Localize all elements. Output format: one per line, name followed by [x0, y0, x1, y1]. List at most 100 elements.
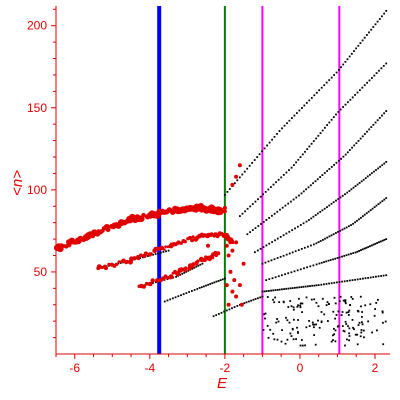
data-point [312, 215, 315, 218]
data-point [377, 275, 380, 278]
data-point [117, 260, 121, 264]
data-point [365, 246, 368, 249]
data-point [281, 206, 284, 209]
data-point [360, 216, 362, 219]
data-point [358, 321, 361, 324]
data-point [304, 150, 306, 153]
data-point [218, 313, 220, 315]
data-point [198, 287, 201, 289]
data-point [298, 109, 301, 112]
data-point [139, 257, 141, 259]
data-point [234, 174, 239, 179]
data-point [279, 256, 282, 258]
data-point [377, 203, 380, 205]
data-point [221, 278, 224, 281]
data-point [341, 255, 343, 258]
data-point [191, 290, 193, 292]
data-point [185, 270, 188, 273]
data-point [234, 294, 239, 299]
data-point [350, 188, 353, 191]
data-point [360, 249, 362, 251]
data-point [295, 338, 297, 340]
data-point [347, 311, 350, 313]
data-point [319, 211, 322, 213]
data-point [187, 269, 190, 272]
data-point [303, 267, 305, 270]
data-point [159, 251, 162, 254]
data-point [351, 319, 354, 321]
data-point [188, 291, 190, 293]
data-point [274, 289, 277, 291]
data-point [371, 77, 373, 79]
data-point [344, 103, 347, 106]
data-point [262, 221, 265, 223]
data-point [337, 111, 340, 113]
data-point [317, 134, 320, 137]
data-point [251, 162, 254, 164]
data-point [359, 295, 362, 298]
data-point [268, 141, 271, 144]
data-point [276, 257, 279, 259]
data-point [264, 317, 266, 320]
data-point [266, 144, 268, 147]
data-point [369, 245, 371, 248]
data-point [335, 314, 338, 316]
data-point [381, 15, 383, 18]
data-point [348, 339, 350, 342]
data-point [315, 137, 317, 140]
data-point [267, 188, 270, 191]
data-point [268, 217, 270, 219]
data-point [239, 215, 241, 217]
data-point [274, 276, 277, 279]
data-point [333, 74, 335, 76]
data-point [328, 282, 330, 285]
data-point [384, 320, 387, 323]
data-point [164, 245, 168, 249]
data-point [257, 297, 259, 300]
data-point [183, 239, 187, 244]
data-point [270, 259, 273, 262]
data-point [334, 302, 337, 305]
data-point [268, 290, 270, 292]
data-point [185, 292, 188, 294]
data-point [357, 310, 360, 313]
data-point [279, 236, 282, 238]
data-point [252, 298, 255, 301]
data-point [292, 338, 295, 341]
data-point [335, 199, 337, 202]
data-point [137, 257, 141, 261]
data-point [299, 306, 302, 309]
data-point [348, 332, 350, 335]
data-point [361, 316, 363, 318]
data-point [346, 151, 349, 154]
data-point [223, 310, 225, 313]
data-point [338, 256, 341, 259]
data-point [249, 205, 252, 208]
data-point [357, 140, 360, 142]
data-point [286, 122, 288, 125]
data-point [328, 204, 331, 207]
data-point [321, 129, 324, 132]
data-point [282, 234, 285, 237]
y-axis-title: <n> [9, 170, 26, 196]
data-point [288, 169, 290, 171]
data-point [300, 286, 303, 288]
data-point [263, 290, 266, 293]
data-point [248, 164, 251, 167]
data-point [320, 261, 323, 264]
data-point [209, 283, 212, 285]
data-point [299, 156, 302, 158]
data-point [244, 210, 246, 213]
data-point [305, 326, 308, 329]
data-point [364, 177, 367, 179]
data-point [326, 236, 329, 239]
data-point [352, 326, 354, 329]
data-point [349, 98, 352, 101]
data-point [343, 255, 346, 257]
data-point [155, 279, 160, 283]
data-point [303, 246, 306, 249]
data-point [193, 289, 196, 291]
data-point [350, 224, 352, 226]
data-point [371, 172, 373, 175]
data-point [262, 329, 265, 331]
